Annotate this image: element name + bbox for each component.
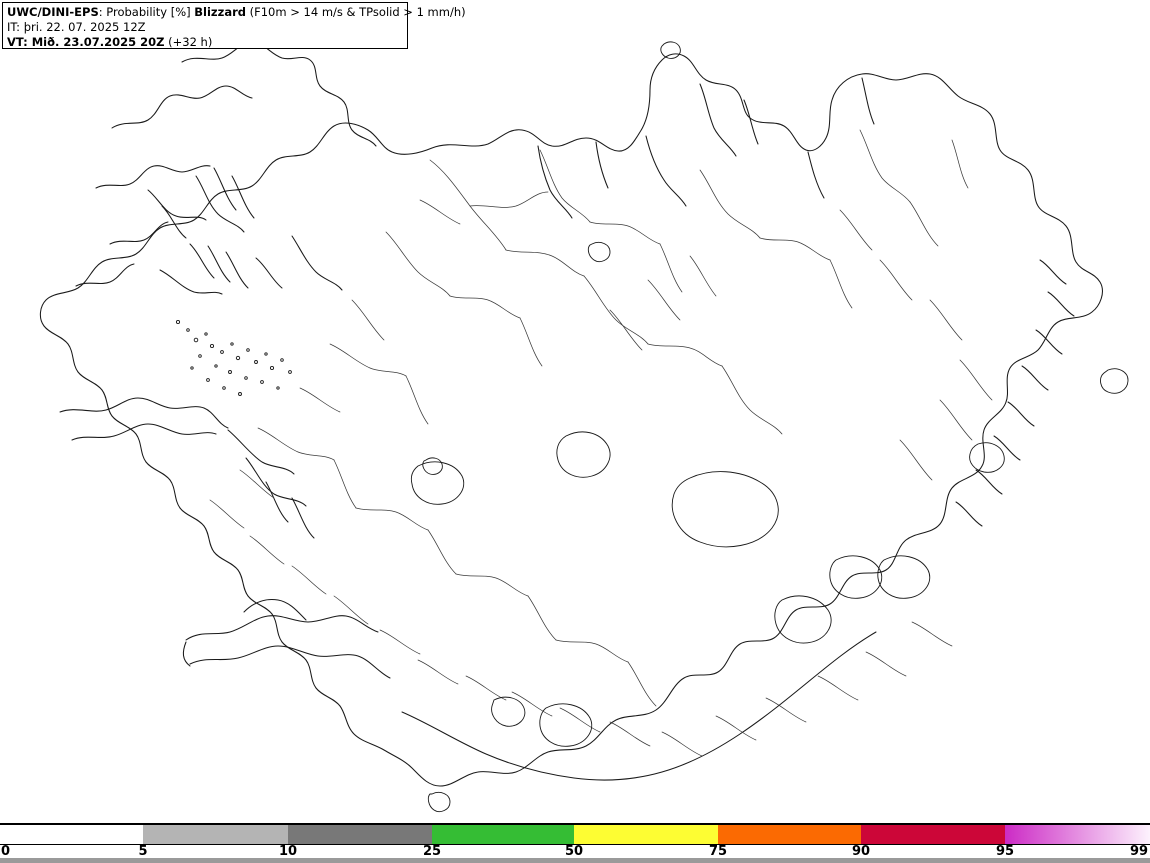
product-prefix: : Probability [%] — [98, 5, 195, 19]
colorbar-label-5: 5 — [138, 844, 148, 859]
init-label: IT: — [7, 20, 24, 34]
valid-time: Mið. 23.07.2025 20Z — [31, 35, 165, 49]
lead-time: (+32 h) — [164, 35, 213, 49]
internal-boundaries — [209, 129, 993, 757]
probability-colorbar — [0, 823, 1150, 845]
westfjords-detail — [75, 41, 377, 295]
colorbar-label-95: 95 — [996, 844, 1015, 859]
colorbar-segment-75-90 — [718, 825, 861, 844]
lakes-and-islands — [410, 41, 1129, 813]
colorbar-segment-10-25 — [288, 825, 432, 844]
colorbar-label-25: 25 — [423, 844, 442, 859]
colorbar-segment-0-5 — [0, 825, 143, 844]
header-line-valid: VT: Mið. 23.07.2025 20Z (+32 h) — [7, 35, 403, 50]
north-peninsulas — [537, 77, 875, 219]
colorbar-label-50: 50 — [565, 844, 584, 859]
init-time: þri. 22. 07. 2025 12Z — [23, 20, 146, 34]
colorbar-tick-labels: 0 5 10 25 50 75 90 95 99 — [0, 845, 1150, 859]
map-canvas — [39, 41, 1129, 813]
model-name: UWC/DINI-EPS — [7, 5, 99, 19]
info-header-box: UWC/DINI-EPS: Probability [%] Blizzard (… — [2, 2, 466, 50]
eastfjords-detail — [955, 259, 1075, 527]
colorbar-label-0: 0 — [1, 844, 11, 859]
colorbar-segment-5-10 — [143, 825, 288, 844]
south-coast-sandur — [401, 631, 877, 781]
colorbar-segment-95-99 — [1005, 825, 1150, 844]
valid-label: VT: — [7, 35, 32, 49]
colorbar-label-90: 90 — [852, 844, 871, 859]
reykjanes-peninsula — [182, 599, 391, 679]
colorbar-segment-25-50 — [432, 825, 574, 844]
parameter-condition: (F10m > 14 m/s & TPsolid > 1 mm/h) — [245, 5, 466, 19]
bottom-gray-strip — [0, 858, 1150, 863]
colorbar-segment-90-95 — [861, 825, 1005, 844]
coastline-iceland — [39, 53, 1103, 787]
colorbar-segment-50-75 — [574, 825, 718, 844]
header-line-product: UWC/DINI-EPS: Probability [%] Blizzard (… — [7, 5, 466, 20]
breidafjordur-islets — [175, 319, 292, 396]
iceland-map — [39, 41, 1129, 813]
colorbar-label-75: 75 — [709, 844, 728, 859]
colorbar-label-99: 99 — [1130, 844, 1149, 859]
parameter-name: Blizzard — [194, 5, 246, 19]
snaefellsnes-peninsula — [59, 397, 315, 539]
header-line-init: IT: þri. 22. 07. 2025 12Z — [7, 20, 403, 35]
colorbar-label-10: 10 — [279, 844, 298, 859]
colorbar-area: 0 5 10 25 50 75 90 95 99 — [0, 820, 1150, 863]
